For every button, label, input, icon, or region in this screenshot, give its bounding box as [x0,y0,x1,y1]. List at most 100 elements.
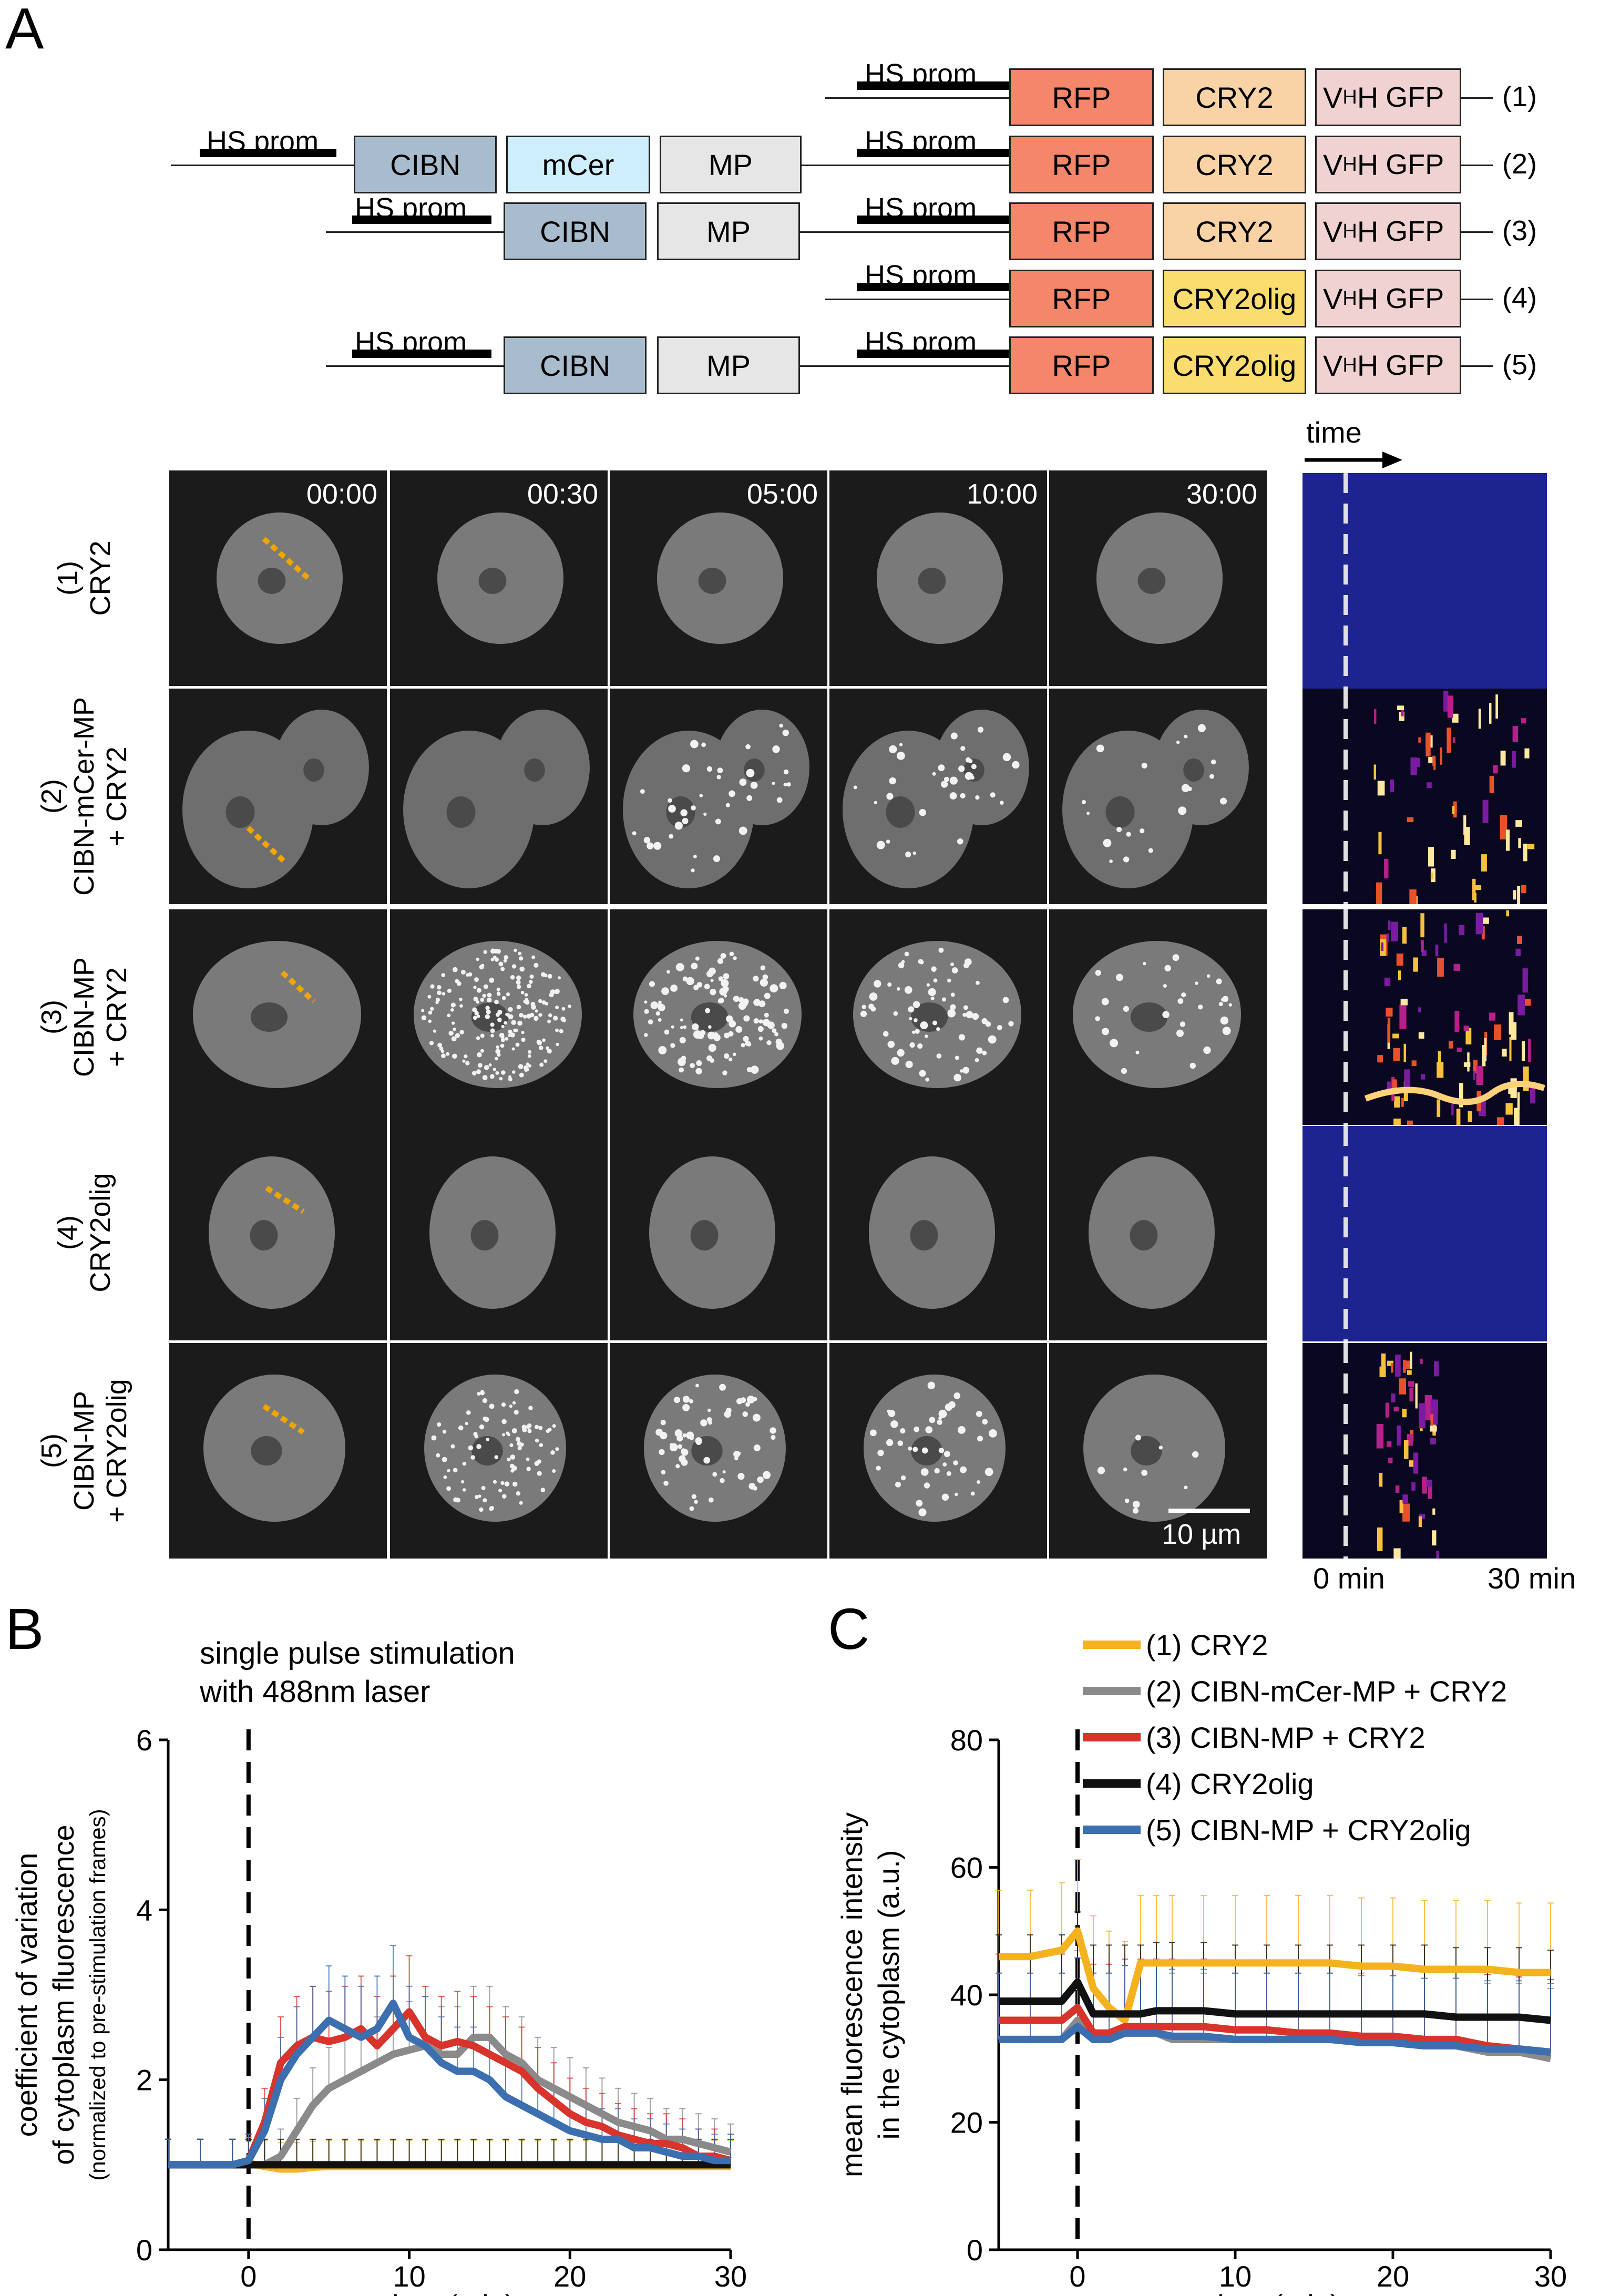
punctum [535,1438,539,1443]
kymograph-signal [1472,878,1476,900]
y-axis-label: mean fluorescence intensity [835,1812,868,2177]
punctum [500,967,505,971]
kymograph-signal [1401,710,1404,716]
kymograph-3 [1302,909,1547,1142]
punctum [446,1486,451,1491]
punctum [669,834,674,839]
kymograph-signal [1401,1098,1404,1107]
kymograph-signal [1509,1037,1512,1061]
punctum [966,757,971,763]
punctum [779,723,783,728]
punctum [966,1011,973,1019]
punctum [889,777,896,785]
punctum [507,1457,511,1462]
punctum [511,1428,517,1433]
punctum [443,1475,447,1479]
kymograph-signal [1421,950,1427,956]
cell-image [633,941,802,1088]
punctum [971,764,977,770]
kymograph-background [1302,1126,1547,1341]
punctum [990,792,996,798]
punctum [678,1058,686,1066]
punctum [931,966,937,972]
punctum [539,1062,544,1067]
punctum [427,995,432,999]
micrograph-row4-t5 [1049,1125,1267,1340]
backbone-right-2 [825,165,1009,166]
punctum [514,1389,519,1395]
punctum [694,1500,698,1504]
punctum [495,1049,501,1054]
punctum [706,1055,713,1061]
punctum [543,973,548,978]
construct-index-1: (1) [1502,81,1537,112]
punctum [728,1057,733,1062]
punctum [499,1077,503,1081]
punctum [553,1016,558,1021]
punctum [484,1065,489,1070]
cibn-box-2: CIBN [354,136,497,193]
series-line [999,1927,1551,2024]
nucleolus [918,568,946,594]
kymograph-signal [1415,1383,1418,1409]
punctum [649,981,655,987]
punctum [720,953,726,959]
kymograph-signal [1482,1045,1486,1067]
punctum [758,1019,763,1024]
punctum [746,1067,752,1072]
kymograph-signal [1515,948,1521,957]
punctum [920,1468,929,1476]
kymograph-signal [1474,893,1476,903]
punctum [1220,1016,1229,1025]
punctum [1184,1485,1188,1490]
punctum [471,1071,477,1076]
punctum [934,1468,940,1474]
punctum [473,986,477,989]
punctum [489,1074,495,1079]
punctum [713,1032,719,1038]
punctum [955,1055,960,1060]
kymograph-line [280,970,316,1003]
kymograph-line [262,537,313,583]
punctum [686,977,694,986]
punctum [1206,974,1211,978]
punctum [869,992,878,1001]
punctum [429,1041,434,1046]
punctum [1176,740,1180,744]
timepoint-label: 30:00 [1186,478,1257,510]
punctum [538,999,542,1003]
punctum [701,742,706,747]
punctum [976,1047,983,1054]
punctum [632,831,637,836]
punctum [690,1063,695,1069]
punctum [680,1018,683,1022]
punctum [940,781,948,788]
backbone-left-2 [171,165,355,166]
punctum [513,1028,517,1032]
punctum [479,1424,485,1430]
nucleolus [478,568,507,594]
row-label-5: (5) CIBN-MP + CRY2olig [32,1346,137,1556]
cell-image [864,1375,1006,1522]
kymograph-signal [1473,1071,1475,1080]
punctum [1121,1068,1127,1074]
punctum [725,803,730,808]
vhh-h: H [1357,80,1379,114]
kymograph-signal [1500,751,1506,766]
punctum [742,1411,748,1417]
cell-image [209,1156,335,1309]
punctum [526,1457,530,1461]
y-axis-label: of cytoplasm fluorescence [47,1824,80,2165]
y-tick-label: 60 [950,1851,983,1884]
punctum [498,961,504,967]
kymograph-5 [1302,1343,1547,1573]
series-line [999,2023,1551,2056]
punctum [861,1004,866,1009]
kymograph-signal [1411,1060,1417,1067]
punctum [670,984,678,992]
punctum [1140,828,1145,834]
cry2olig-box-4: CRY2olig [1163,270,1306,327]
punctum [508,1077,512,1082]
punctum [1096,744,1104,753]
gfp-superscript: GFP [1386,149,1444,180]
